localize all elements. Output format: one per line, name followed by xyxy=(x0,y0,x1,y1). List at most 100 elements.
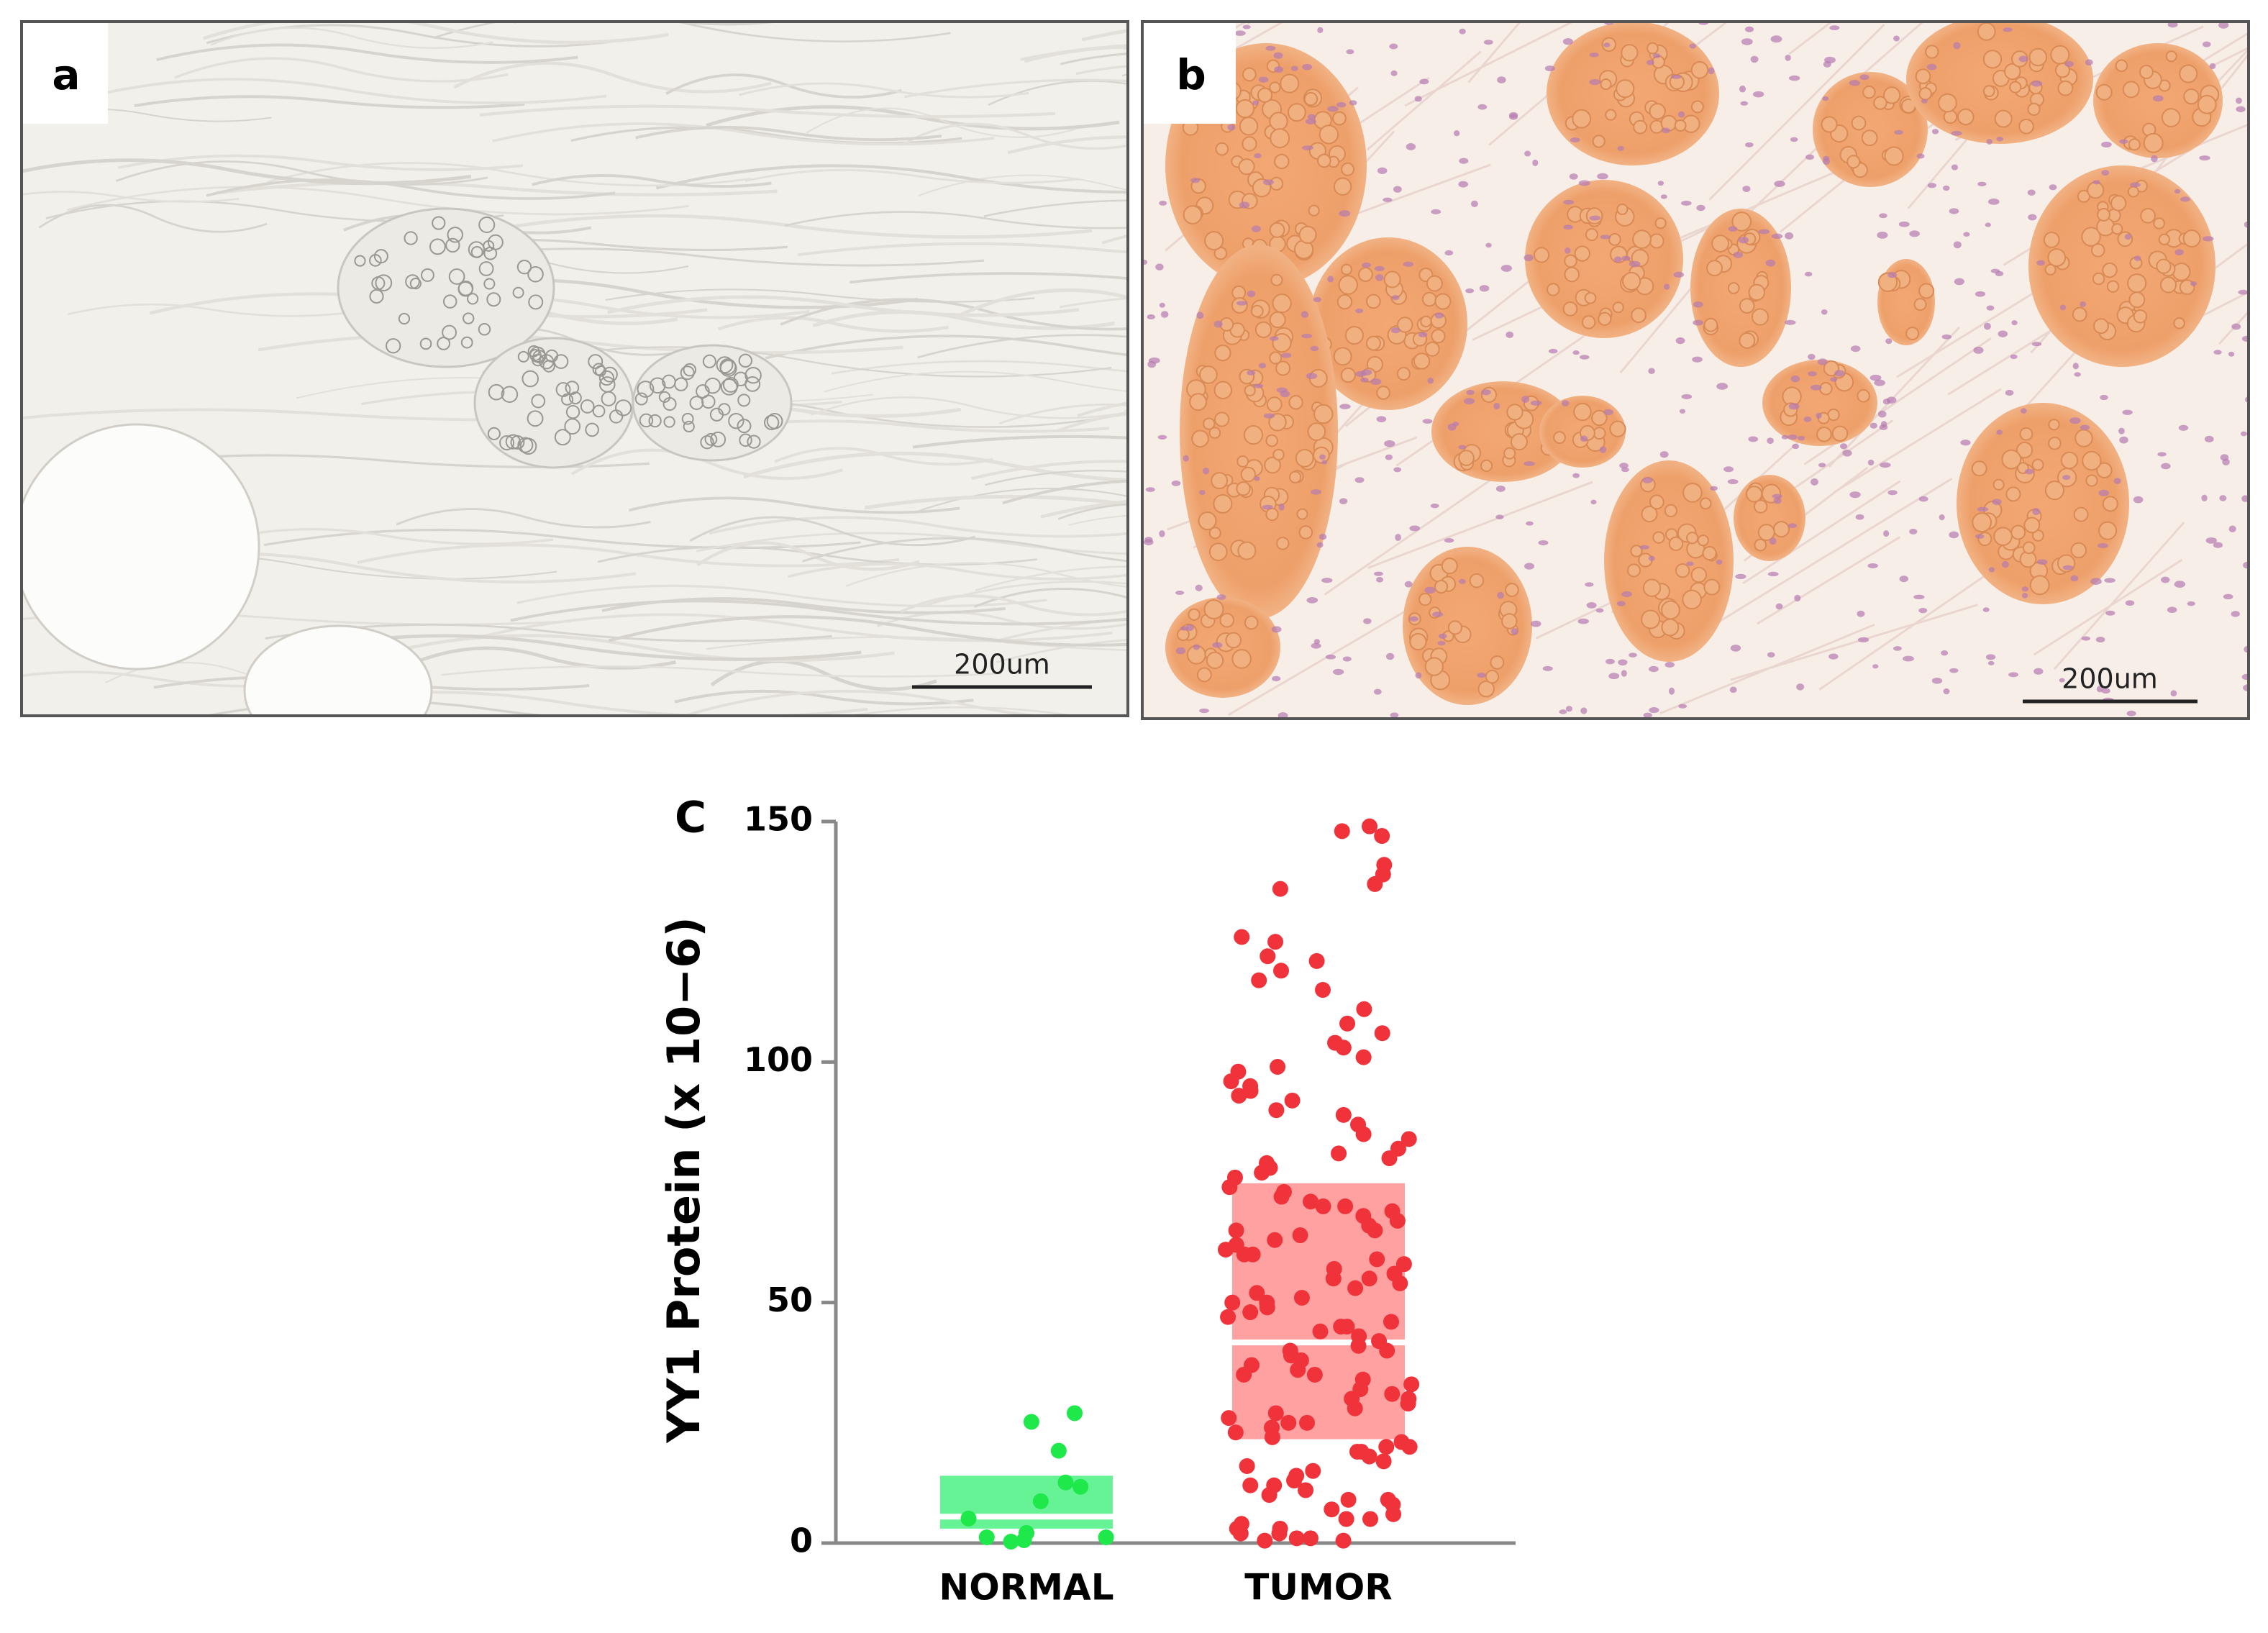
nucleus xyxy=(1188,608,1201,621)
stromal-nucleus xyxy=(1810,478,1818,486)
nucleus xyxy=(1819,381,1833,396)
stromal-nucleus xyxy=(1679,409,1686,414)
stromal-nucleus xyxy=(1360,377,1369,383)
cell xyxy=(522,370,539,388)
stromal-nucleus xyxy=(2059,678,2065,683)
stromal-nucleus xyxy=(2236,97,2242,104)
nucleus xyxy=(1266,396,1283,413)
stromal-nucleus xyxy=(1459,28,1466,35)
nucleus xyxy=(1592,135,1606,148)
cell xyxy=(488,383,505,401)
stromal-nucleus xyxy=(1171,480,1181,486)
stromal-nucleus xyxy=(1437,640,1446,646)
nucleus xyxy=(1237,541,1257,560)
nucleus xyxy=(2001,449,2022,470)
stromal-nucleus xyxy=(2104,578,2116,583)
stromal-nucleus xyxy=(1175,647,1186,655)
cell xyxy=(601,366,618,383)
stromal-nucleus xyxy=(1740,101,1749,106)
nucleus xyxy=(2110,195,2127,211)
nucleus xyxy=(1338,275,1358,295)
nucleus xyxy=(1851,115,1867,131)
cell xyxy=(601,391,616,406)
fiber xyxy=(1002,479,1128,505)
stromal-nucleus xyxy=(2119,436,2128,444)
data-point xyxy=(1315,1198,1331,1214)
data-point xyxy=(1234,929,1250,945)
nucleus xyxy=(1265,434,1278,447)
stromal-nucleus xyxy=(1444,538,1454,543)
stromal-nucleus xyxy=(1941,334,1952,340)
nucleus xyxy=(1421,291,1437,307)
cell xyxy=(683,420,695,433)
nucleus xyxy=(1287,103,1306,122)
data-point xyxy=(1383,1314,1400,1330)
cell xyxy=(737,394,751,407)
stromal-nucleus xyxy=(1458,181,1469,188)
nucleus xyxy=(1397,317,1413,333)
stromal-nucleus xyxy=(1790,137,1798,142)
nucleus xyxy=(1272,448,1285,461)
cell xyxy=(639,413,654,428)
nucleus xyxy=(1431,329,1446,344)
nucleus xyxy=(1748,283,1766,301)
data-point xyxy=(1057,1474,1074,1491)
data-point xyxy=(1292,1227,1308,1244)
stromal-nucleus xyxy=(2096,686,2103,693)
nucleus xyxy=(1581,315,1596,329)
stroma xyxy=(2053,522,2185,670)
stromal-nucleus xyxy=(2100,394,2108,401)
stromal-nucleus xyxy=(1497,76,1506,83)
stromal-nucleus xyxy=(1280,352,1292,358)
stromal-nucleus xyxy=(1195,584,1203,591)
stromal-nucleus xyxy=(2170,690,2177,697)
data-point xyxy=(1375,1453,1392,1470)
fiber xyxy=(831,360,1128,375)
stromal-nucleus xyxy=(1562,38,1573,45)
stromal-nucleus xyxy=(1657,181,1664,186)
stromal-nucleus xyxy=(2098,489,2110,496)
stromal-nucleus xyxy=(1159,200,1167,206)
stromal-nucleus xyxy=(1465,288,1475,294)
stromal-nucleus xyxy=(1943,688,1950,695)
data-point xyxy=(1254,1165,1270,1181)
data-point xyxy=(1298,1482,1314,1498)
nucleus xyxy=(1591,409,1608,427)
nucleus xyxy=(2004,63,2021,81)
stromal-nucleus xyxy=(2122,409,2133,415)
nucleus xyxy=(1547,283,1560,296)
data-point xyxy=(1242,1304,1259,1321)
stromal-nucleus xyxy=(1227,124,1236,131)
nucleus xyxy=(1510,433,1528,451)
data-point xyxy=(1367,875,1383,892)
data-point xyxy=(1379,1342,1395,1359)
stromal-nucleus xyxy=(2240,431,2247,437)
stromal-nucleus xyxy=(2241,495,2249,502)
nucleus xyxy=(2158,233,2170,245)
nucleus xyxy=(1697,535,1709,547)
nucleus xyxy=(1633,119,1648,135)
stromal-nucleus xyxy=(1306,373,1318,380)
cell xyxy=(663,416,675,428)
data-point xyxy=(1302,1530,1319,1547)
stromal-nucleus xyxy=(1921,99,1928,104)
stromal-nucleus xyxy=(2223,593,2233,600)
stromal-nucleus xyxy=(1949,531,1959,539)
fiber xyxy=(532,174,772,188)
nucleus xyxy=(1957,108,1975,126)
cell xyxy=(763,414,780,430)
fiber xyxy=(77,78,607,105)
stroma xyxy=(2188,291,2249,324)
nucleus xyxy=(2096,462,2113,478)
data-point xyxy=(1232,1525,1249,1542)
nucleus xyxy=(1622,271,1641,291)
duct xyxy=(632,344,793,462)
stromal-nucleus xyxy=(2202,41,2211,47)
stromal-nucleus xyxy=(2174,581,2186,588)
data-point xyxy=(1355,1126,1372,1142)
stromal-nucleus xyxy=(1485,242,1492,248)
data-point xyxy=(1337,1198,1354,1214)
stromal-nucleus xyxy=(1949,208,1959,214)
stromal-nucleus xyxy=(2062,475,2071,481)
nucleus xyxy=(1276,537,1290,550)
